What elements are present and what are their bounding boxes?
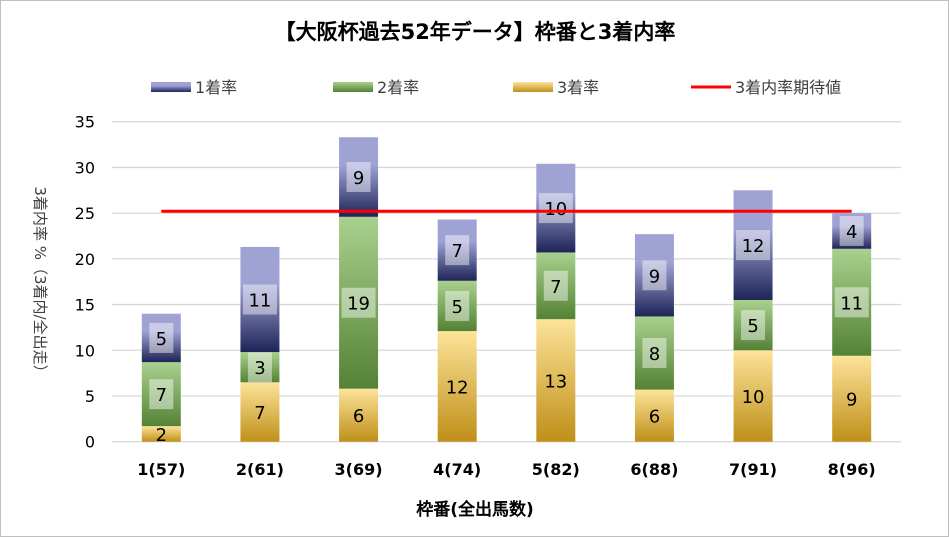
gridlines [112,121,901,443]
data-label-box [341,287,376,318]
bar-segment-1着率 [536,163,576,253]
data-label: 7 [451,241,462,262]
bar-segment-3着率 [832,355,872,442]
y-tick-label: 0 [85,433,95,452]
y-tick-label: 5 [85,387,95,406]
data-label: 7 [156,385,167,406]
x-axis-ticks: 1(57) 2(61) 3(69) 4(74) 5(82) 6(88) 7(91) 8(96) [137,460,875,479]
legend-label: 1着率 [195,78,237,97]
data-label: 4 [846,222,857,243]
x-tick-label: 2(61) [236,460,284,479]
bar-segment-3着率 [536,319,576,442]
data-label: 19 [347,294,370,315]
y-tick-label: 10 [75,341,95,360]
y-tick-label: 35 [75,113,95,132]
data-label-box [242,284,277,315]
x-tick-label: 3(69) [335,460,383,479]
x-tick-label: 4(74) [433,460,481,479]
legend-swatch [333,82,373,92]
data-label-box [346,162,371,193]
bar-segment-2着率 [141,362,181,427]
y-tick-label: 20 [75,250,95,269]
data-label-box [445,235,470,266]
data-label: 13 [544,371,567,392]
legend-label: 2着率 [377,78,419,97]
data-label: 10 [742,387,765,408]
data-label: 6 [649,407,660,428]
bar-segment-1着率 [141,313,181,363]
x-tick-label: 8(96) [828,460,876,479]
data-label: 8 [649,344,660,365]
data-label-box [538,193,573,224]
data-label-box [445,290,470,321]
chart-title: 【大阪杯過去52年データ】枠番と3着内率 [275,20,676,44]
data-label: 11 [840,293,863,314]
bar-segment-2着率 [339,216,379,389]
data-label: 7 [550,277,561,298]
legend-label: 3着率 [557,78,599,97]
bar-segment-1着率 [240,246,280,353]
y-tick-label: 30 [75,158,95,177]
data-label-box [642,338,667,369]
data-label: 5 [747,316,758,337]
data-label-box [149,322,174,353]
x-tick-label: 5(82) [532,460,580,479]
data-label-box [834,287,869,318]
data-label: 12 [742,236,765,257]
bar-segment-2着率 [437,280,477,332]
x-axis-label: 枠番(全出馬数) [416,499,534,520]
bar-segment-2着率 [634,316,674,390]
data-label: 3 [254,358,265,379]
bar-segment-3着率 [733,350,773,442]
legend-swatch [513,82,553,92]
x-tick-label: 7(91) [729,460,777,479]
data-label: 10 [544,199,567,220]
legend: 1着率 2着率 3着率 3着内率期待値 [151,78,841,97]
data-label: 7 [254,403,265,424]
bar-segment-1着率 [733,190,773,300]
bars: 2 7 5 7 3 11 6 19 9 12 5 7 13 7 10 6 8 9 10 5 12 9 11 4 [141,137,872,446]
y-axis-label: 3着内率 %（3着内/全出走） [31,186,49,379]
y-tick-label: 15 [75,296,95,315]
data-label-box [839,215,864,246]
bar-segment-3着率 [634,389,674,442]
data-label: 2 [156,425,167,446]
data-label-box [247,352,272,383]
bar-segment-2着率 [733,299,773,351]
x-tick-label: 6(88) [630,460,678,479]
data-label: 11 [248,291,271,312]
data-label-box [736,230,771,261]
data-label: 9 [353,168,364,189]
bar-segment-3着率 [339,388,379,442]
legend-label: 3着内率期待値 [735,78,841,97]
bar-segment-1着率 [634,234,674,317]
data-label: 6 [353,406,364,427]
data-label: 5 [451,297,462,318]
bar-segment-2着率 [240,352,280,383]
data-label-box [642,260,667,291]
data-label-box [149,379,174,410]
bar-segment-1着率 [832,213,872,249]
data-label: 5 [156,329,167,350]
bar-segment-3着率 [437,331,477,442]
bar-segment-1着率 [339,137,379,217]
data-label: 9 [846,390,857,411]
bar-segment-3着率 [240,382,280,442]
bar-segment-2着率 [536,252,576,320]
y-axis-ticks: 0 5 10 15 20 25 30 35 [75,113,95,452]
data-label: 9 [649,266,660,287]
bar-segment-2着率 [832,248,872,356]
y-tick-label: 25 [75,204,95,223]
bar-segment-1着率 [437,219,477,281]
legend-swatch [151,82,191,92]
data-label: 12 [446,377,469,398]
x-tick-label: 1(57) [137,460,185,479]
bar-segment-3着率 [141,426,181,442]
data-label-box [543,270,568,301]
data-label-box [741,310,766,341]
